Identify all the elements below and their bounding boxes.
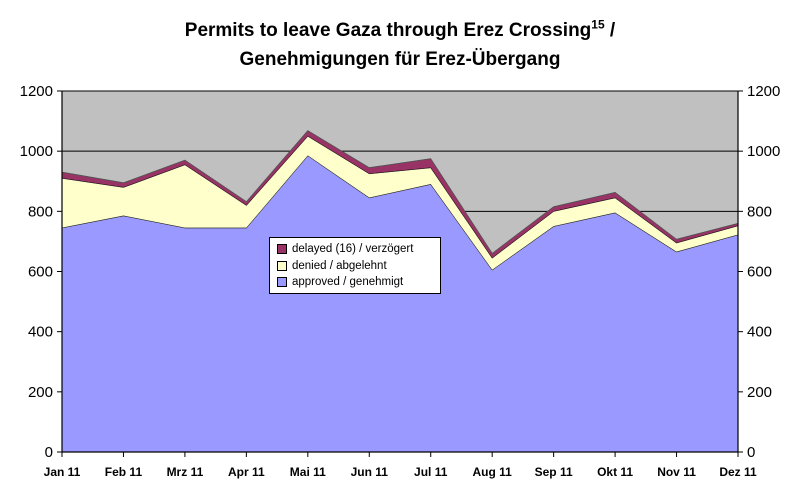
y-tick-label-right: 600 <box>747 264 772 281</box>
chart-title-line2: Genehmigungen für Erez-Übergang <box>239 49 561 70</box>
x-tick-label: Jun 11 <box>351 465 389 479</box>
y-tick-label-left: 0 <box>45 444 53 461</box>
x-tick-label: Mai 11 <box>290 465 326 479</box>
y-axis-right-ticks: 0 200 400 600 800 1000 1200 <box>738 83 780 461</box>
y-tick-label-right: 800 <box>747 203 772 220</box>
x-tick-label: Sep 11 <box>535 465 573 479</box>
title-slash: / <box>604 20 616 41</box>
y-tick-label-right: 1200 <box>747 83 780 100</box>
legend-label: approved / genehmigt <box>292 276 404 289</box>
legend-item: denied / abgelehnt <box>277 258 440 275</box>
x-tick-label: Feb 11 <box>105 465 143 479</box>
x-tick-label: Nov 11 <box>657 465 696 479</box>
y-tick-label-left: 600 <box>28 264 53 281</box>
chart-title-line1: Permits to leave Gaza through Erez Cross… <box>0 17 800 42</box>
area-series <box>61 130 739 453</box>
legend-label: delayed (16) / verzögert <box>292 243 414 256</box>
legend-item: approved / genehmigt <box>277 274 440 291</box>
y-tick-label-right: 200 <box>747 384 772 401</box>
x-tick-label: Dez 11 <box>719 465 757 479</box>
x-tick-label: Jan 11 <box>44 465 81 479</box>
area-edge-2 <box>61 130 739 254</box>
y-tick-label-left: 400 <box>28 324 53 341</box>
chart-title-text: Permits to leave Gaza through Erez Cross… <box>184 20 592 41</box>
x-tick-label: Jul 11 <box>414 465 448 479</box>
legend-item: delayed (16) / verzögert <box>277 241 440 258</box>
x-axis-ticks: Jan 11 Feb 11 Mrz 11 Apr 11 Mai 11 Jun 11 Jul … <box>44 452 757 479</box>
y-tick-label-right: 0 <box>747 444 755 461</box>
legend-swatch <box>277 244 287 255</box>
y-tick-label-right: 1000 <box>747 143 780 160</box>
legend-swatch <box>277 260 287 271</box>
x-tick-label: Apr 11 <box>228 465 265 479</box>
y-axis-left-ticks: 0 200 400 600 800 1000 1200 <box>20 83 62 461</box>
y-tick-label-left: 1000 <box>20 143 53 160</box>
title-footnote-marker: 15 <box>591 17 605 32</box>
legend-swatch <box>277 277 287 288</box>
x-tick-label: Aug 11 <box>473 465 513 479</box>
y-tick-label-left: 200 <box>28 384 53 401</box>
y-tick-label-left: 800 <box>28 203 53 220</box>
chart-legend: delayed (16) / verzögert denied / abgeleh… <box>269 237 441 294</box>
legend-label: denied / abgelehnt <box>292 259 387 272</box>
y-tick-label-right: 400 <box>747 324 772 341</box>
y-tick-label-left: 1200 <box>20 83 53 100</box>
x-tick-label: Okt 11 <box>597 465 633 479</box>
x-tick-label: Mrz 11 <box>167 465 204 479</box>
